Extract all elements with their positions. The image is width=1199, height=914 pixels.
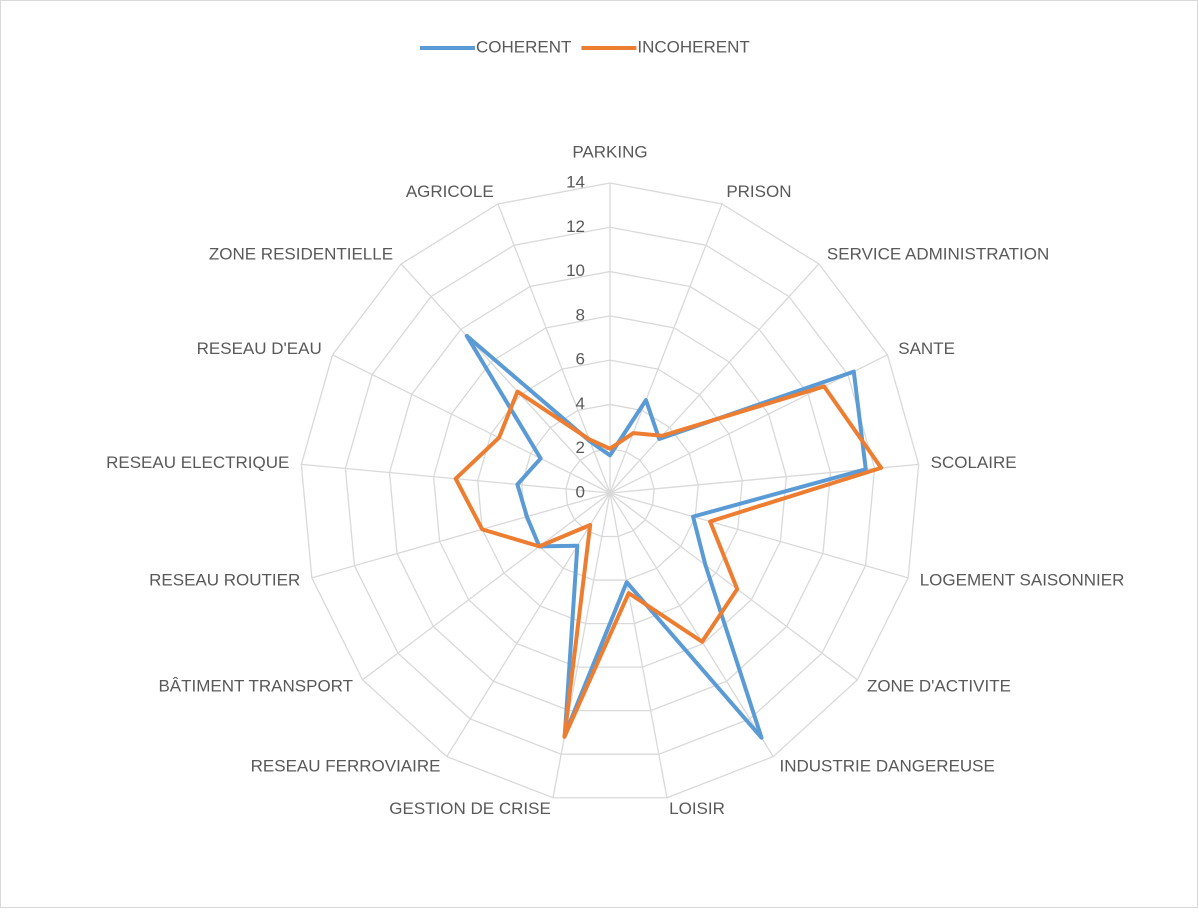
category-label: LOISIR	[669, 799, 725, 818]
category-label: RESEAU ROUTIER	[149, 571, 300, 590]
spoke	[311, 492, 611, 579]
spoke	[609, 492, 774, 757]
spoke	[609, 492, 909, 579]
grid-line	[388, 270, 832, 712]
spoke	[332, 354, 611, 494]
category-label: INDUSTRIE DANGEREUSE	[780, 756, 995, 775]
y-tick-label: 6	[576, 350, 585, 369]
series-line	[464, 333, 868, 740]
spoke	[497, 203, 611, 494]
category-label: ZONE D'ACTIVITE	[867, 677, 1011, 696]
category-label: LOGEMENT SAISONNIER	[920, 571, 1125, 590]
spoke	[400, 263, 611, 494]
y-tick-label: 4	[576, 394, 585, 413]
y-tick-label: 14	[566, 172, 585, 191]
y-tick-label: 8	[576, 305, 585, 324]
spoke	[446, 492, 611, 757]
category-label: SANTE	[898, 339, 955, 358]
legend-label: INCOHERENT	[637, 37, 749, 56]
legend-label: COHERENT	[476, 37, 571, 56]
category-label: RESEAU D'EAU	[197, 339, 322, 358]
series-line	[453, 384, 884, 739]
category-label: RESEAU FERROVIAIRE	[251, 756, 441, 775]
category-label: AGRICOLE	[406, 182, 494, 201]
y-tick-label: 2	[576, 438, 585, 457]
category-label: PARKING	[572, 142, 647, 161]
category-label: SCOLAIRE	[931, 453, 1017, 472]
category-label: RESEAU ELECTRIQUE	[106, 453, 289, 472]
spoke	[362, 492, 611, 681]
spoke	[609, 203, 723, 494]
grid-line	[344, 226, 876, 755]
spoke	[609, 492, 668, 798]
category-label: BÂTIMENT TRANSPORT	[158, 677, 353, 696]
spoke	[609, 263, 820, 494]
category-label: ZONE RESIDENTIELLE	[209, 245, 393, 264]
y-tick-label: 10	[566, 261, 585, 280]
category-label: GESTION DE CRISE	[389, 799, 551, 818]
grid-line	[565, 448, 655, 538]
grid-line	[300, 182, 920, 799]
spoke	[609, 492, 858, 681]
category-label: PRISON	[726, 182, 791, 201]
y-tick-label: 0	[576, 482, 585, 501]
spoke	[552, 492, 611, 798]
category-label: SERVICE ADMINISTRATION	[827, 245, 1049, 264]
y-tick-label: 12	[566, 217, 585, 236]
